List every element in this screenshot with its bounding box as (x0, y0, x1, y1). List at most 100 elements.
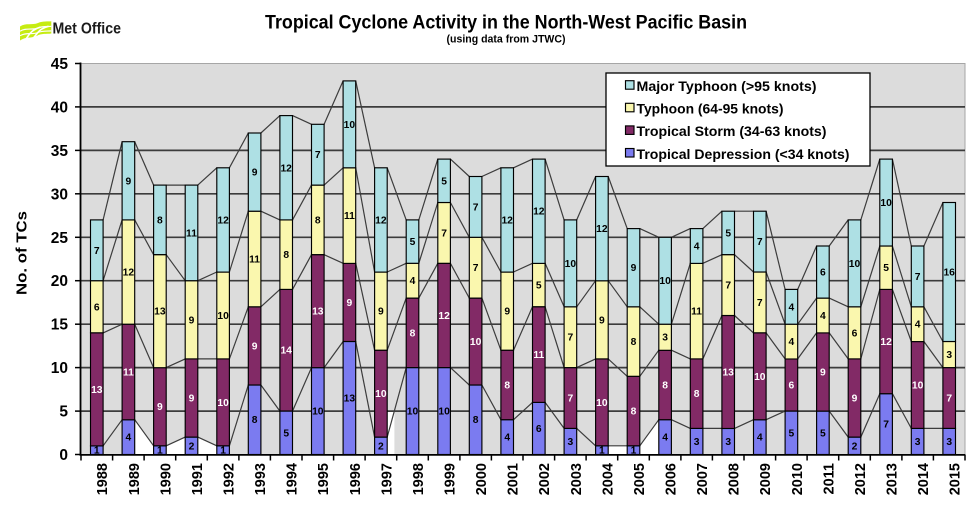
svg-text:2: 2 (378, 441, 384, 452)
svg-text:13: 13 (312, 307, 324, 318)
svg-text:1: 1 (599, 446, 605, 457)
svg-text:2006: 2006 (664, 463, 680, 495)
svg-text:6: 6 (852, 328, 858, 339)
svg-text:7: 7 (568, 333, 574, 344)
svg-text:4: 4 (820, 311, 826, 322)
svg-text:2008: 2008 (727, 463, 743, 495)
svg-text:2004: 2004 (600, 463, 616, 495)
svg-text:12: 12 (217, 215, 229, 226)
svg-text:10: 10 (407, 407, 419, 418)
svg-text:Tropical Depression (<34 knots: Tropical Depression (<34 knots) (637, 146, 850, 162)
svg-text:7: 7 (757, 237, 763, 248)
svg-text:2011: 2011 (821, 463, 837, 494)
svg-text:3: 3 (725, 437, 731, 448)
svg-text:7: 7 (883, 420, 889, 431)
svg-text:9: 9 (252, 168, 258, 179)
svg-text:1992: 1992 (222, 463, 238, 495)
svg-text:9: 9 (189, 315, 195, 326)
svg-text:2015: 2015 (948, 463, 964, 495)
svg-text:1: 1 (94, 446, 100, 457)
svg-text:12: 12 (596, 224, 608, 235)
svg-text:5: 5 (789, 428, 795, 439)
svg-text:5: 5 (410, 237, 416, 248)
svg-text:1996: 1996 (348, 463, 364, 495)
svg-text:2: 2 (852, 441, 858, 452)
svg-text:2014: 2014 (916, 463, 932, 495)
svg-text:6: 6 (820, 268, 826, 279)
svg-text:11: 11 (533, 350, 544, 361)
svg-text:3: 3 (946, 437, 952, 448)
svg-text:4: 4 (915, 320, 921, 331)
svg-text:10: 10 (375, 389, 387, 400)
svg-text:45: 45 (51, 56, 69, 73)
svg-text:0: 0 (59, 447, 68, 464)
svg-text:7: 7 (568, 394, 574, 405)
svg-text:1994: 1994 (285, 463, 301, 495)
svg-text:2010: 2010 (790, 463, 806, 495)
svg-text:11: 11 (691, 307, 702, 318)
svg-text:40: 40 (51, 99, 68, 116)
svg-text:9: 9 (252, 341, 258, 352)
svg-text:10: 10 (217, 398, 229, 409)
svg-text:4: 4 (694, 242, 700, 253)
svg-text:8: 8 (694, 389, 700, 400)
svg-text:Tropical Storm (34-63 knots): Tropical Storm (34-63 knots) (637, 123, 827, 139)
svg-text:8: 8 (631, 337, 637, 348)
svg-text:12: 12 (880, 337, 892, 348)
svg-text:8: 8 (473, 415, 479, 426)
svg-text:5: 5 (59, 404, 68, 421)
svg-text:9: 9 (157, 402, 163, 413)
svg-text:7: 7 (946, 394, 952, 405)
svg-text:1997: 1997 (379, 463, 395, 495)
svg-text:1988: 1988 (95, 463, 111, 495)
svg-text:4: 4 (126, 433, 132, 444)
svg-text:9: 9 (126, 176, 132, 187)
svg-text:10: 10 (51, 360, 68, 377)
svg-text:16: 16 (943, 268, 955, 279)
svg-text:2012: 2012 (853, 463, 869, 495)
svg-text:7: 7 (473, 263, 479, 274)
svg-text:11: 11 (249, 255, 260, 266)
svg-text:11: 11 (344, 211, 355, 222)
svg-text:1995: 1995 (316, 463, 332, 495)
svg-text:6: 6 (789, 381, 795, 392)
svg-text:12: 12 (533, 207, 545, 218)
svg-text:9: 9 (189, 394, 195, 405)
svg-text:4: 4 (410, 276, 416, 287)
svg-text:10: 10 (659, 276, 671, 287)
svg-text:12: 12 (280, 163, 292, 174)
svg-text:6: 6 (94, 302, 100, 313)
svg-text:2002: 2002 (537, 463, 553, 495)
svg-text:4: 4 (662, 433, 668, 444)
svg-text:10: 10 (438, 407, 450, 418)
svg-text:10: 10 (312, 407, 324, 418)
svg-text:3: 3 (915, 437, 921, 448)
svg-text:No. of TCs: No. of TCs (14, 211, 31, 295)
svg-text:10: 10 (217, 311, 229, 322)
svg-text:25: 25 (51, 230, 69, 247)
svg-text:5: 5 (725, 228, 731, 239)
svg-text:13: 13 (154, 307, 166, 318)
svg-text:10: 10 (470, 337, 482, 348)
svg-text:9: 9 (347, 298, 353, 309)
svg-text:7: 7 (315, 150, 321, 161)
svg-text:2003: 2003 (569, 463, 585, 495)
svg-text:2007: 2007 (695, 463, 711, 495)
svg-text:10: 10 (344, 120, 356, 131)
svg-text:8: 8 (252, 415, 258, 426)
svg-text:9: 9 (504, 307, 510, 318)
svg-text:1993: 1993 (253, 463, 269, 495)
svg-text:2005: 2005 (632, 463, 648, 495)
svg-text:5: 5 (883, 263, 889, 274)
svg-text:Typhoon (64-95 knots): Typhoon (64-95 knots) (637, 101, 784, 117)
svg-text:1990: 1990 (158, 463, 174, 495)
svg-text:8: 8 (157, 215, 163, 226)
svg-text:8: 8 (283, 250, 289, 261)
svg-text:7: 7 (441, 228, 447, 239)
svg-text:4: 4 (789, 302, 795, 313)
svg-text:1989: 1989 (127, 463, 143, 495)
svg-text:2001: 2001 (506, 463, 522, 495)
svg-text:13: 13 (91, 385, 103, 396)
svg-text:9: 9 (820, 368, 826, 379)
svg-text:7: 7 (94, 246, 100, 257)
